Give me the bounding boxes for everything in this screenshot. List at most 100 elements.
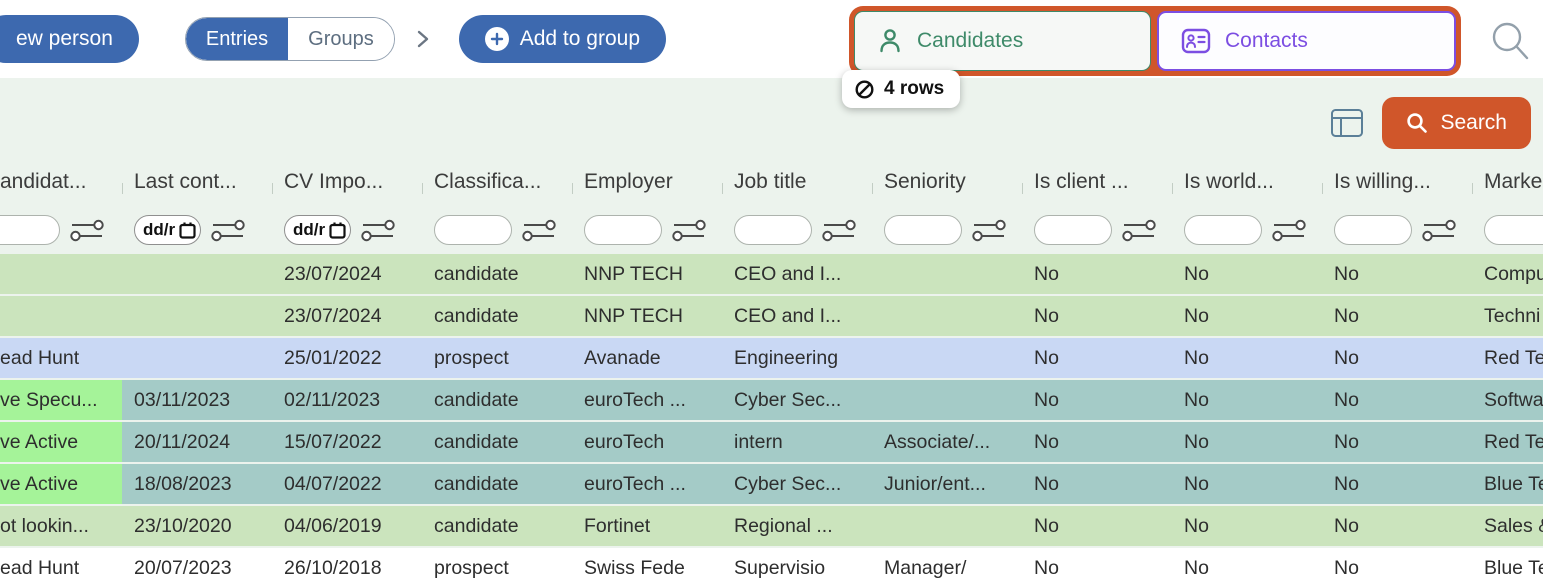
filter-slider-icon[interactable] [210, 217, 246, 243]
date-filter-input[interactable]: dd/r [284, 215, 351, 245]
column-header[interactable]: Classifica... [422, 170, 572, 194]
table-cell: 20/11/2024 [134, 431, 231, 453]
text-filter-input[interactable] [884, 215, 962, 245]
text-filter-input[interactable] [434, 215, 512, 245]
candidate-status-cell: ead Hunt [0, 557, 80, 578]
table-cell: 26/10/2018 [284, 557, 382, 578]
search-icon[interactable] [1487, 18, 1533, 64]
table-cell: Fortinet [584, 515, 651, 537]
table-area: Search andidat... Last cont... CV Impo... C… [0, 78, 1543, 578]
text-filter-input[interactable] [0, 215, 60, 245]
table-row[interactable]: ead Hunt 20/07/2023 26/10/2018 prospect Swis… [0, 548, 1543, 578]
table-cell: No [1184, 557, 1209, 578]
text-filter-input[interactable] [1334, 215, 1412, 245]
column-header[interactable]: Last cont... [122, 170, 272, 194]
table-cell [872, 380, 1022, 420]
candidate-status-cell [0, 296, 122, 336]
new-person-button[interactable]: ew person [0, 15, 139, 63]
table-cell: candidate [434, 305, 519, 327]
table-cell: NNP TECH [584, 305, 683, 327]
table-cell: No [1034, 347, 1059, 369]
table-cell: No [1334, 557, 1359, 578]
table-cell: 23/07/2024 [284, 305, 382, 327]
table-cell: 25/01/2022 [284, 347, 382, 369]
table-cell: Softwa [1484, 389, 1543, 411]
table-cell: 04/07/2022 [284, 473, 382, 495]
date-filter-input[interactable]: dd/r [134, 215, 201, 245]
table-row[interactable]: ve Specu... 03/11/2023 02/11/2023 candidate… [0, 380, 1543, 420]
column-header[interactable]: Marke [1472, 170, 1543, 194]
filter-slider-icon[interactable] [360, 217, 396, 243]
table-cell: No [1334, 389, 1359, 411]
filter-slider-icon[interactable] [971, 217, 1007, 243]
table-cell: NNP TECH [584, 263, 683, 285]
table-row[interactable]: ot lookin... 23/10/2020 04/06/2019 candidat… [0, 506, 1543, 546]
column-header[interactable]: CV Impo... [272, 170, 422, 194]
search-button[interactable]: Search [1382, 97, 1531, 149]
table-row[interactable]: ve Active 18/08/2023 04/07/2022 candidate eu… [0, 464, 1543, 504]
groups-label: Groups [308, 27, 374, 50]
table-row[interactable]: ead Hunt 25/01/2022 prospect Avanade Enginee… [0, 338, 1543, 378]
table-cell [872, 254, 1022, 294]
table-cell: Red Te [1484, 347, 1543, 369]
filter-slider-icon[interactable] [521, 217, 557, 243]
text-filter-input[interactable] [1484, 215, 1543, 245]
column-header[interactable]: Employer [572, 170, 722, 194]
column-header[interactable]: Seniority [872, 170, 1022, 194]
filter-cell [422, 215, 572, 245]
table-cell: intern [734, 431, 783, 453]
entries-label: Entries [205, 27, 269, 50]
text-filter-input[interactable] [1034, 215, 1112, 245]
tab-candidates[interactable]: Candidates [854, 11, 1151, 71]
table-cell: Supervisio [734, 557, 826, 578]
table-cell: candidate [434, 473, 519, 495]
text-filter-input[interactable] [734, 215, 812, 245]
chevron-right-icon [417, 30, 428, 48]
text-filter-input[interactable] [584, 215, 662, 245]
filter-slider-icon[interactable] [69, 217, 105, 243]
filter-cell [572, 215, 722, 245]
entity-tabs-frame: Candidates Contacts [849, 6, 1461, 76]
table-cell: No [1034, 557, 1059, 578]
column-header[interactable]: Job title [722, 170, 872, 194]
filter-cell [872, 215, 1022, 245]
candidate-status-cell: ve Active [0, 422, 122, 462]
table-cell: No [1184, 473, 1209, 495]
table-cell: Cyber Sec... [734, 473, 842, 495]
table-row[interactable]: 23/07/2024 candidate NNP TECH CEO and I... N… [0, 254, 1543, 294]
table-row[interactable]: 23/07/2024 candidate NNP TECH CEO and I... N… [0, 296, 1543, 336]
toggle-groups[interactable]: Groups [288, 18, 394, 60]
table-cell: euroTech ... [584, 473, 686, 495]
column-layout-icon[interactable] [1330, 108, 1364, 138]
table-cell [122, 338, 272, 378]
column-header[interactable]: Is client ... [1022, 170, 1172, 194]
filter-slider-icon[interactable] [1121, 217, 1157, 243]
table-cell [122, 296, 272, 336]
search-button-icon [1407, 113, 1428, 133]
table-cell: No [1184, 305, 1209, 327]
add-to-group-button[interactable]: Add to group [458, 15, 666, 63]
table-cell: No [1184, 347, 1209, 369]
column-header[interactable]: Is world... [1172, 170, 1322, 194]
text-filter-input[interactable] [1184, 215, 1262, 245]
table-cell: 23/07/2024 [284, 263, 382, 285]
table-cell: No [1184, 263, 1209, 285]
column-header[interactable]: andidat... [0, 170, 87, 193]
candidate-status-cell: ead Hunt [0, 347, 80, 369]
table-row[interactable]: ve Active 20/11/2024 15/07/2022 candidate eu… [0, 422, 1543, 462]
toggle-entries[interactable]: Entries [185, 18, 289, 60]
filter-slider-icon[interactable] [671, 217, 707, 243]
tab-contacts[interactable]: Contacts [1157, 11, 1456, 71]
table-cell: No [1184, 515, 1209, 537]
table-cell: No [1334, 431, 1359, 453]
table-cell: No [1034, 515, 1059, 537]
filter-slider-icon[interactable] [1421, 217, 1457, 243]
filter-slider-icon[interactable] [821, 217, 857, 243]
table-cell: 18/08/2023 [134, 473, 232, 495]
filter-slider-icon[interactable] [1271, 217, 1307, 243]
column-header[interactable]: Is willing... [1322, 170, 1472, 194]
table-cell: candidate [434, 515, 519, 537]
circle-slash-icon [855, 79, 874, 99]
table-cell: 23/10/2020 [134, 515, 232, 537]
contact-card-icon [1181, 28, 1211, 54]
